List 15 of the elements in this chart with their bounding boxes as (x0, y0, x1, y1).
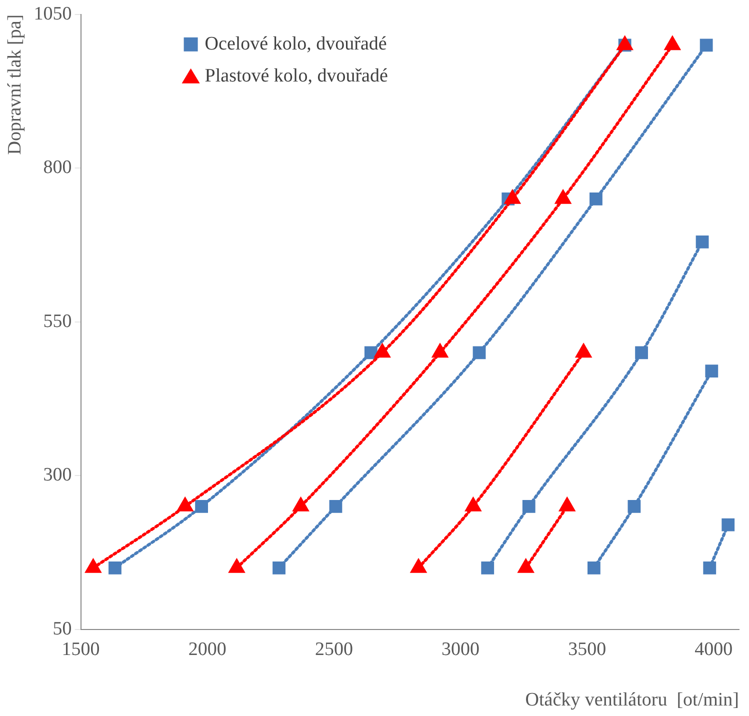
y-tick-label: 550 (43, 310, 72, 332)
x-tick-label: 2000 (188, 638, 226, 660)
x-tick-label: 3500 (568, 638, 606, 660)
y-axis-title: Dopravní tlak [pa] (4, 14, 26, 155)
legend-label: Plastové kolo, dvouřadé (204, 65, 388, 86)
x-tick-label: 2500 (314, 638, 353, 660)
legend-label: Ocelové kolo, dvouřadé (204, 33, 387, 54)
y-tick-label: 300 (43, 464, 72, 486)
y-tick-label: 50 (52, 618, 72, 640)
x-tick-label: 4000 (694, 638, 733, 660)
x-tick-label: 1500 (62, 638, 100, 660)
x-axis-title: Otáčky ventilátoru [ot/min] (525, 690, 739, 711)
y-tick-label: 1050 (34, 3, 72, 24)
y-tick-label: 800 (43, 157, 72, 178)
x-tick-label: 3000 (442, 638, 480, 660)
